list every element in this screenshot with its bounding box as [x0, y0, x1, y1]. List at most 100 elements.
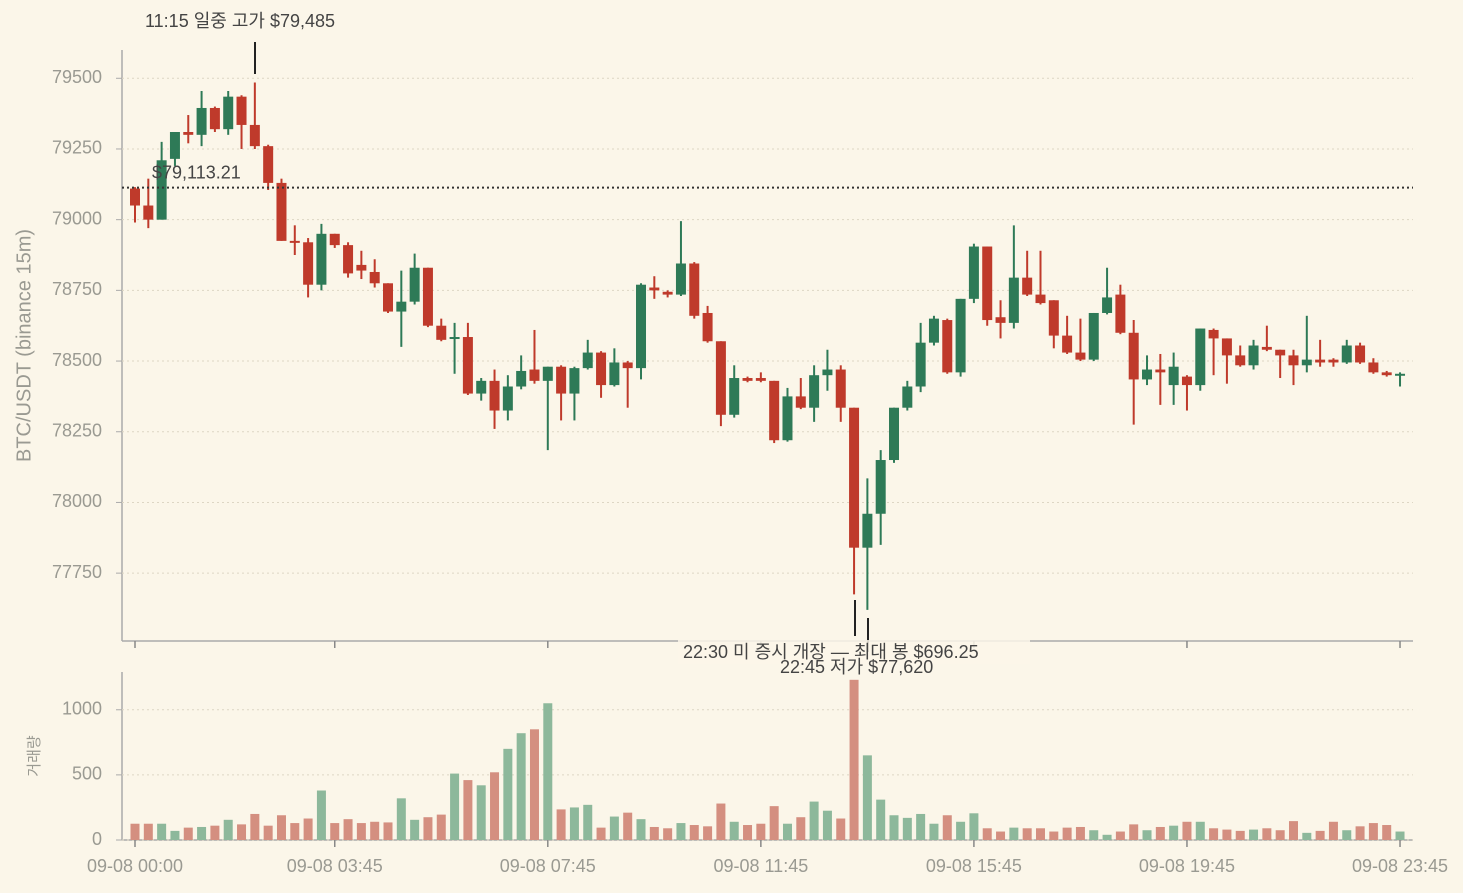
- volume-bar: [1049, 831, 1059, 840]
- y-tick-label: 78000: [52, 491, 102, 511]
- volume-bar: [1275, 830, 1285, 840]
- volume-bar: [769, 806, 779, 840]
- candle-body: [223, 96, 234, 130]
- volume-bar: [263, 825, 273, 840]
- candle-body: [476, 380, 487, 394]
- candle-body: [955, 298, 966, 373]
- candle-body: [1155, 369, 1166, 373]
- volume-bar: [942, 815, 952, 840]
- annotation: 11:15 일중 고가 $79,485: [145, 11, 335, 31]
- candle-body: [303, 242, 314, 285]
- volume-bar: [1075, 826, 1085, 840]
- candle-body: [636, 284, 647, 369]
- candle-body: [489, 380, 500, 411]
- x-tick-label: 09-08 03:45: [287, 856, 383, 876]
- volume-bar: [743, 825, 753, 840]
- volume-bar: [1288, 821, 1298, 840]
- candle-body: [1035, 294, 1046, 304]
- x-tick-label: 09-08 19:45: [1139, 856, 1235, 876]
- volume-bar: [130, 823, 140, 840]
- candle-body: [928, 318, 939, 343]
- volume-bar: [1115, 831, 1125, 840]
- candle-body: [236, 96, 247, 125]
- candle-body: [183, 132, 194, 135]
- volume-bar: [996, 831, 1006, 840]
- candle-body: [582, 352, 593, 369]
- candle-body: [1088, 312, 1099, 360]
- candle-body: [1115, 294, 1126, 333]
- volume-bar: [290, 823, 300, 840]
- volume-bar: [410, 819, 420, 840]
- candle-body: [889, 407, 900, 461]
- candle-body: [835, 369, 846, 408]
- volume-bar: [663, 828, 673, 840]
- candle-body: [689, 263, 700, 316]
- volume-bar: [476, 785, 486, 840]
- candle-body: [1008, 277, 1019, 323]
- candle-body: [769, 380, 780, 441]
- candle-body: [782, 396, 793, 441]
- annotation-bg: [678, 640, 1030, 664]
- volume-bar: [276, 815, 286, 840]
- volume-bar: [916, 813, 926, 840]
- candle-body: [130, 188, 140, 206]
- volume-bar: [876, 799, 886, 840]
- candle-body: [383, 283, 394, 312]
- volume-bar: [1142, 830, 1152, 840]
- volume-bar: [1102, 834, 1112, 840]
- candle-body: [169, 132, 180, 159]
- candle-body: [1288, 355, 1299, 366]
- volume-bar: [529, 729, 539, 840]
- candle-body: [1248, 345, 1259, 366]
- candle-body: [1368, 362, 1379, 373]
- candle-body: [143, 205, 154, 220]
- candle-body: [462, 337, 473, 394]
- volume-bar: [210, 825, 220, 840]
- volume-bar: [143, 823, 153, 840]
- candle-body: [343, 245, 354, 274]
- volume-bar: [1022, 828, 1032, 840]
- candle-body: [795, 396, 806, 408]
- volume-bar: [556, 809, 566, 840]
- candle-body: [902, 386, 913, 408]
- volume-bar: [1035, 828, 1045, 840]
- volume-bar: [223, 819, 233, 840]
- candle-body: [1048, 300, 1059, 336]
- volume-bar: [902, 817, 912, 840]
- volume-bar: [836, 818, 846, 840]
- volume-bar: [1315, 830, 1325, 840]
- candle-body: [849, 407, 860, 548]
- candle-body: [1195, 328, 1206, 386]
- volume-bar: [689, 825, 699, 840]
- candle-body: [369, 271, 380, 284]
- volume-bar: [676, 823, 686, 840]
- candle-body: [1315, 359, 1326, 363]
- candle-body: [502, 386, 513, 411]
- volume-bar: [796, 817, 806, 840]
- candle-body: [263, 146, 274, 183]
- candle-body: [1235, 355, 1246, 366]
- volume-bar: [1249, 829, 1259, 840]
- candle-body: [1328, 359, 1339, 363]
- y-tick-label: 79250: [52, 138, 102, 158]
- volume-bar: [569, 807, 579, 840]
- annotation: 22:30 미 증시 개장 — 최대 봉 $696.25: [683, 642, 979, 662]
- volume-bar: [1129, 824, 1139, 840]
- volume-bar: [1368, 823, 1378, 840]
- volume-bar: [170, 830, 180, 840]
- candle-body: [822, 369, 833, 376]
- volume-bar: [1342, 830, 1352, 840]
- candle-body: [1062, 335, 1073, 353]
- volume-bar: [596, 827, 606, 840]
- volume-bar: [1328, 821, 1338, 840]
- candle-body: [862, 513, 873, 548]
- volume-bar: [1182, 821, 1192, 840]
- volume-bar: [756, 823, 766, 840]
- x-tick-label: 09-08 07:45: [500, 856, 596, 876]
- candle-body: [1301, 359, 1312, 366]
- y-tick-label: 1000: [62, 699, 102, 719]
- candle-body: [1022, 277, 1033, 295]
- candle-body: [436, 325, 447, 340]
- volume-bar: [623, 812, 633, 840]
- candle-body: [396, 301, 407, 312]
